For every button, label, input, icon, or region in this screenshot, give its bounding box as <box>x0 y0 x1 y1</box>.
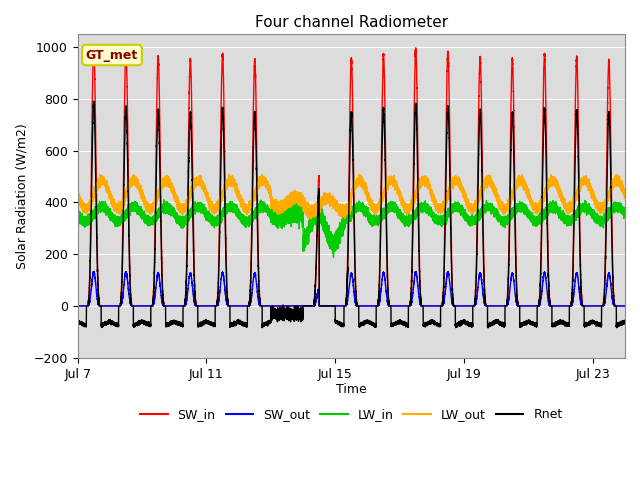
LW_out <box>621 190 629 195</box>
Rnet <box>484 325 492 331</box>
SW_out <box>447 293 455 299</box>
LW_out <box>388 177 396 182</box>
Title: Four channel Radiometer: Four channel Radiometer <box>255 15 448 30</box>
Legend: SW_in, SW_out, LW_in, LW_out, Rnet: SW_in, SW_out, LW_in, LW_out, Rnet <box>135 403 568 426</box>
LW_out <box>225 171 233 177</box>
LW_out <box>307 216 315 222</box>
Rnet <box>136 319 144 325</box>
LW_in <box>136 210 144 216</box>
SW_in <box>506 192 513 198</box>
SW_out <box>426 303 434 309</box>
Rnet <box>388 323 396 329</box>
SW_out <box>621 303 629 309</box>
SW_out <box>136 303 144 309</box>
Rnet <box>621 319 629 324</box>
SW_in <box>426 303 434 309</box>
LW_in <box>447 207 455 213</box>
LW_in <box>426 204 434 210</box>
SW_in <box>447 229 455 235</box>
Rnet <box>506 216 513 222</box>
LW_in <box>621 211 629 216</box>
LW_out <box>74 193 81 199</box>
Line: Rnet: Rnet <box>77 101 625 328</box>
Rnet <box>74 318 81 324</box>
LW_in <box>209 217 217 223</box>
Line: SW_out: SW_out <box>77 272 625 306</box>
LW_in <box>160 197 168 203</box>
SW_in <box>621 303 629 309</box>
Line: LW_in: LW_in <box>77 200 625 257</box>
LW_in <box>506 215 513 220</box>
SW_out <box>90 269 97 275</box>
LW_out <box>447 184 455 190</box>
LW_out <box>136 186 144 192</box>
Rnet <box>426 319 434 325</box>
Y-axis label: Solar Radiation (W/m2): Solar Radiation (W/m2) <box>15 123 28 269</box>
Line: SW_in: SW_in <box>77 47 625 306</box>
SW_out <box>74 303 81 309</box>
LW_in <box>330 254 337 260</box>
Rnet <box>209 321 217 327</box>
SW_in <box>74 303 81 309</box>
LW_out <box>209 206 217 212</box>
LW_out <box>426 186 434 192</box>
LW_in <box>74 216 81 221</box>
SW_out <box>506 288 513 294</box>
SW_out <box>388 303 396 309</box>
LW_out <box>506 197 513 203</box>
Rnet <box>447 245 455 251</box>
SW_in <box>90 44 97 49</box>
Text: GT_met: GT_met <box>86 48 138 61</box>
Rnet <box>90 98 98 104</box>
X-axis label: Time: Time <box>336 384 367 396</box>
Line: LW_out: LW_out <box>77 174 625 219</box>
SW_in <box>209 303 217 309</box>
LW_in <box>388 202 396 208</box>
SW_in <box>388 303 396 309</box>
SW_out <box>209 303 217 309</box>
SW_in <box>136 303 144 309</box>
